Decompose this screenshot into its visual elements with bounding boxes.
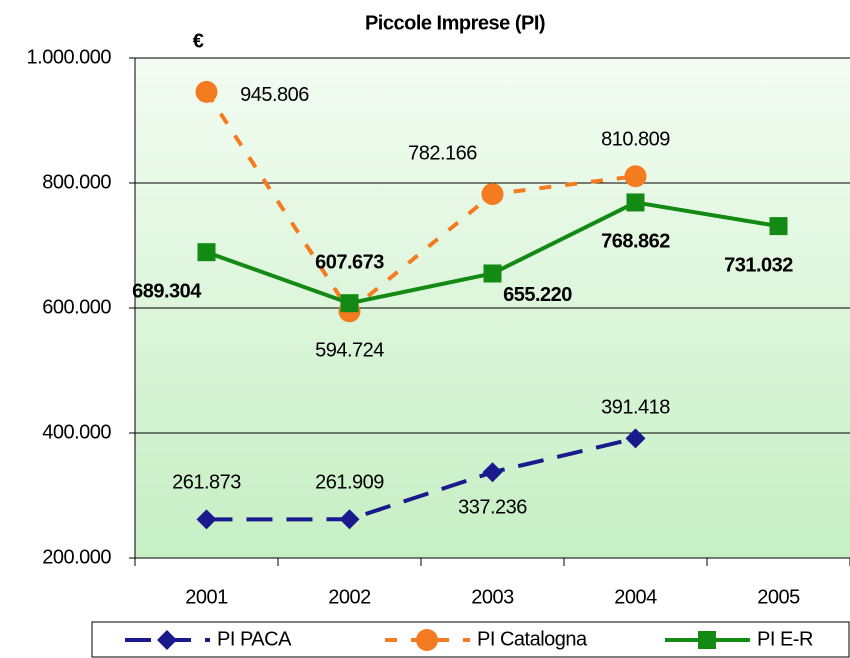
data-point xyxy=(482,462,503,483)
chart-title: Piccole Imprese (PI) xyxy=(365,12,545,34)
data-point xyxy=(625,428,646,449)
data-label: 261.909 xyxy=(315,472,384,494)
data-label: 655.220 xyxy=(503,284,572,306)
data-point xyxy=(196,509,217,530)
data-label: 768.862 xyxy=(601,231,670,253)
data-label: 391.418 xyxy=(601,397,670,419)
data-point xyxy=(769,217,788,236)
x-tick-label: 2002 xyxy=(328,586,371,608)
data-label: 689.304 xyxy=(132,280,202,302)
legend-marker xyxy=(698,631,716,649)
data-point xyxy=(481,183,504,206)
legend-label: PI E-R xyxy=(757,628,813,650)
data-label: 731.032 xyxy=(724,254,793,276)
data-label: 607.673 xyxy=(315,251,384,273)
data-label: 945.806 xyxy=(240,84,309,106)
x-tick-label: 2001 xyxy=(185,586,228,608)
data-label: 337.236 xyxy=(458,497,527,519)
data-label: 261.873 xyxy=(172,472,241,494)
legend-marker xyxy=(157,630,177,650)
data-label: 810.809 xyxy=(601,129,670,151)
y-tick-label: 800.000 xyxy=(42,171,111,193)
series-line xyxy=(204,90,636,315)
legend-label: PI PACA xyxy=(217,628,292,650)
y-tick-label: 200.000 xyxy=(42,546,111,568)
data-point xyxy=(195,80,218,103)
data-label: 594.724 xyxy=(315,340,384,362)
data-label: 782.166 xyxy=(408,142,477,164)
data-point xyxy=(339,509,360,530)
x-tick-label: 2003 xyxy=(471,586,514,608)
data-point xyxy=(626,193,645,212)
series-line xyxy=(206,436,636,522)
data-point xyxy=(340,294,359,313)
y-tick-label: 1.000.000 xyxy=(27,46,112,68)
x-tick-label: 2004 xyxy=(614,586,657,608)
y-tick-label: 600.000 xyxy=(42,296,111,318)
data-point xyxy=(197,243,216,262)
legend-marker xyxy=(416,629,438,651)
x-tick-label: 2005 xyxy=(757,586,800,608)
data-point xyxy=(624,165,647,188)
y-axis-label: € xyxy=(193,30,204,52)
y-tick-label: 400.000 xyxy=(42,421,111,443)
data-point xyxy=(483,264,502,283)
legend-label: PI Catalogna xyxy=(477,628,588,650)
